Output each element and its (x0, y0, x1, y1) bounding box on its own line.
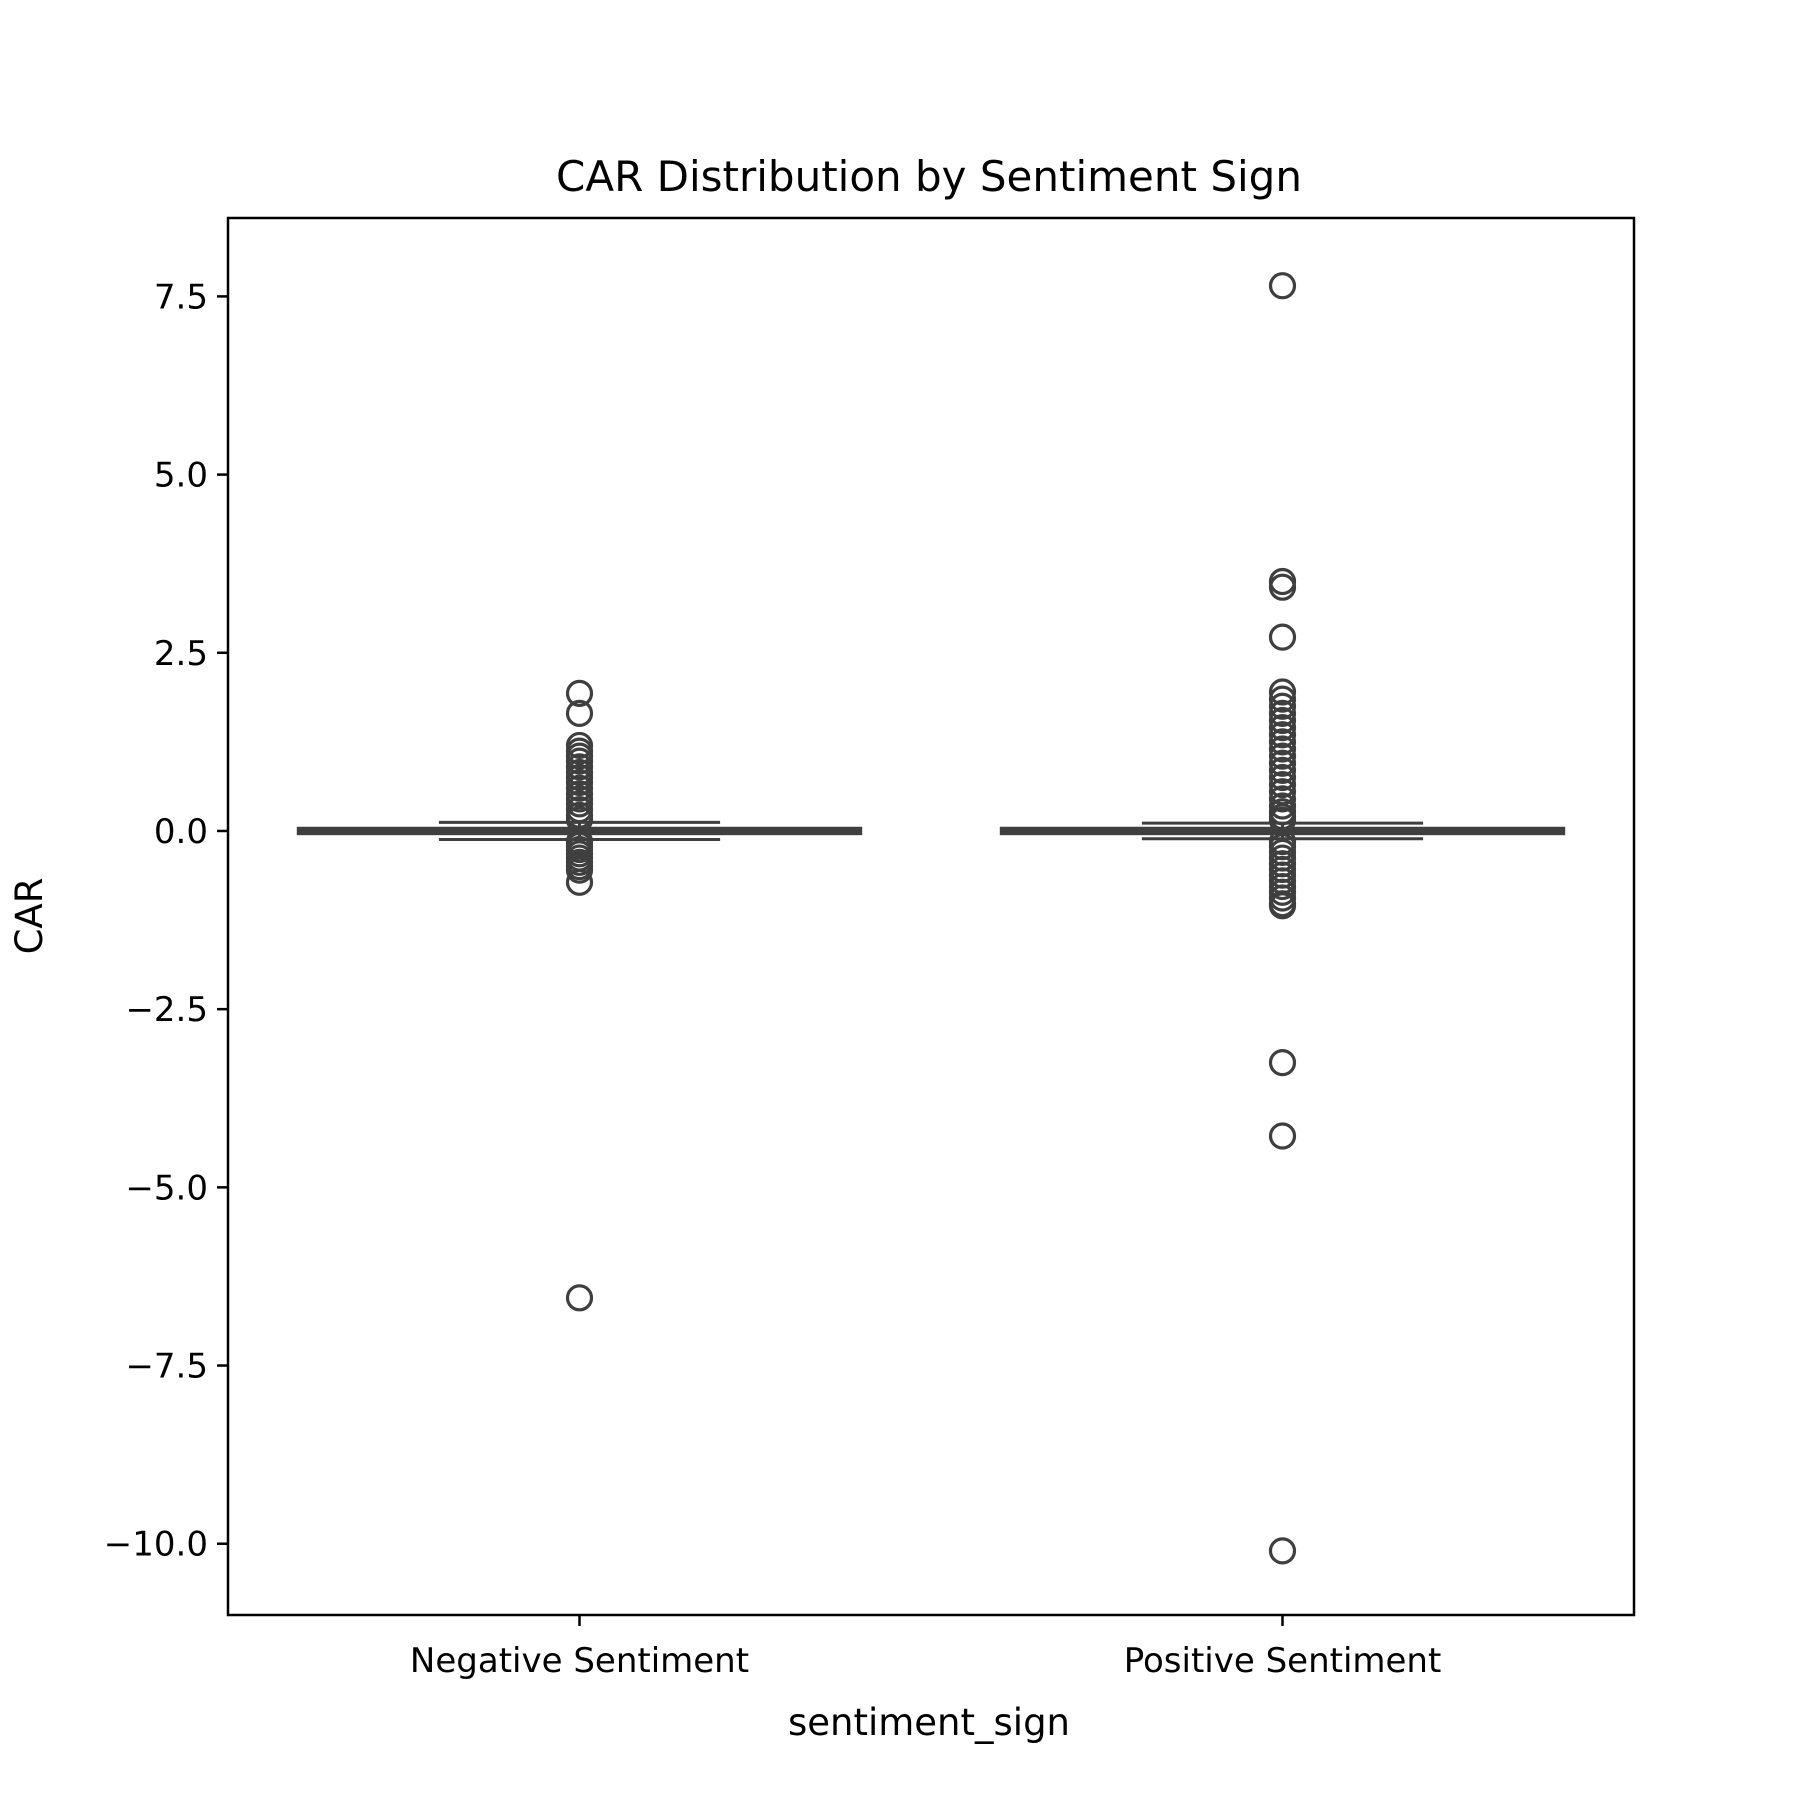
outlier-point (1268, 1049, 1297, 1077)
y-tick-label: −10.0 (104, 1525, 208, 1565)
outlier-point (1268, 728, 1297, 756)
outlier-point (1268, 623, 1297, 651)
outlier-point (1268, 771, 1297, 799)
outlier-point (1268, 272, 1297, 300)
outlier-point (1268, 678, 1297, 706)
y-axis-ticks: 7.5 5.0 2.5 0.0 −2.5 −5.0 −7.5 −10.0 (104, 277, 228, 1565)
outlier-point (565, 856, 594, 884)
box-group (999, 272, 1566, 1565)
outlier-point (1268, 756, 1297, 784)
box-group (296, 679, 863, 1312)
outlier-point (565, 1284, 594, 1312)
outlier-point (565, 699, 594, 727)
outlier-point (1268, 706, 1297, 735)
outlier-point (1268, 692, 1297, 720)
y-tick-label: −7.5 (125, 1347, 208, 1387)
outlier-point (1268, 1537, 1297, 1565)
y-tick-label: 5.0 (154, 456, 208, 496)
y-tick-label: −5.0 (125, 1168, 208, 1208)
plot-frame (226, 216, 1636, 1617)
y-tick-label: 7.5 (154, 277, 208, 317)
outlier-point (1268, 714, 1297, 742)
outlier-point (1268, 742, 1297, 770)
x-axis-title: sentiment_sign (788, 1701, 1070, 1744)
outlier-point (1268, 892, 1297, 920)
x-tick-label: Negative Sentiment (410, 1641, 749, 1681)
y-axis-title: CAR (8, 878, 51, 955)
y-tick-label: 0.0 (154, 812, 208, 852)
outlier-point (1268, 735, 1297, 763)
outlier-point (1268, 749, 1297, 777)
outlier-point (1268, 685, 1297, 713)
outlier-point (1268, 721, 1297, 749)
outlier-point (1268, 806, 1297, 834)
outlier-point (1268, 1122, 1297, 1150)
x-axis-ticks: Negative Sentiment Positive Sentiment (410, 1615, 1441, 1681)
chart-title: CAR Distribution by Sentiment Sign (556, 152, 1302, 201)
outlier-point (1268, 573, 1297, 601)
outlier-point (1268, 763, 1297, 792)
outlier-point (565, 679, 594, 708)
x-tick-label: Positive Sentiment (1124, 1641, 1442, 1681)
outlier-point (1268, 785, 1297, 813)
y-tick-label: −2.5 (125, 990, 208, 1030)
outlier-point (565, 805, 594, 834)
outlier-point (565, 868, 594, 896)
outlier-point (1268, 699, 1297, 727)
plot-layer (296, 272, 1566, 1565)
outlier-point (1268, 567, 1297, 596)
y-tick-label: 2.5 (154, 634, 208, 674)
